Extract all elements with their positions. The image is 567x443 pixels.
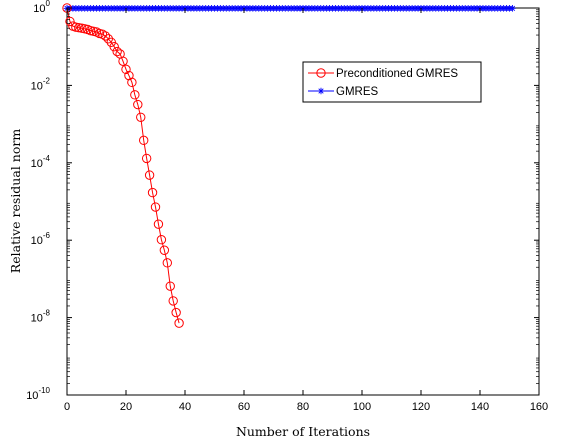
y-tick-label: 100 [33, 0, 50, 15]
legend-marker-circle [316, 68, 326, 78]
x-tick-label: 20 [120, 401, 132, 413]
point-preconditioned-gmres [136, 112, 146, 122]
point-preconditioned-gmres [109, 42, 119, 52]
x-tick-label: 40 [179, 401, 191, 413]
point-preconditioned-gmres [127, 77, 137, 88]
point-preconditioned-gmres [130, 90, 140, 100]
point-preconditioned-gmres [165, 281, 175, 291]
point-preconditioned-gmres [121, 64, 131, 75]
point-preconditioned-gmres [100, 31, 111, 41]
x-tick-label: 80 [297, 401, 309, 413]
point-preconditioned-gmres [162, 258, 173, 268]
point-preconditioned-gmres [147, 187, 158, 198]
legend-label: GMRES [336, 86, 379, 98]
point-preconditioned-gmres [133, 99, 143, 110]
legend: Preconditioned GMRES GMRES [302, 61, 482, 103]
point-preconditioned-gmres [144, 170, 155, 180]
point-preconditioned-gmres [103, 34, 114, 44]
point-preconditioned-gmres [139, 135, 149, 146]
x-tick-label: 60 [238, 401, 250, 413]
point-preconditioned-gmres [174, 318, 184, 328]
point-preconditioned-gmres [118, 56, 128, 66]
x-tick-label: 160 [530, 401, 548, 413]
point-preconditioned-gmres [153, 219, 164, 229]
legend-box [302, 61, 482, 103]
point-preconditioned-gmres [112, 46, 122, 57]
point-gmres [509, 5, 516, 12]
point-preconditioned-gmres [141, 153, 152, 164]
x-tick-label: 100 [353, 401, 371, 413]
y-tick-label: 10-6 [31, 231, 51, 247]
series-layer [62, 3, 516, 328]
y-tick-label: 10-4 [31, 154, 51, 170]
x-tick-label: 120 [412, 401, 430, 413]
point-preconditioned-gmres [150, 202, 161, 212]
point-preconditioned-gmres [65, 16, 75, 27]
y-tick-label: 10-2 [31, 76, 51, 92]
point-preconditioned-gmres [97, 29, 108, 39]
point-preconditioned-gmres [168, 296, 178, 306]
point-preconditioned-gmres [156, 235, 167, 245]
x-tick-label: 0 [64, 401, 70, 413]
y-axis-label: Relative residual norm [8, 129, 23, 274]
legend-label: Preconditioned GMRES [336, 68, 458, 80]
point-preconditioned-gmres [159, 245, 170, 255]
y-tick-label: 10-10 [26, 386, 50, 402]
axis-ticks: 0 20 40 60 80 100 120 140 160 100 10-2 10-4 10-6 10-8… [26, 0, 548, 413]
point-preconditioned-gmres [171, 307, 181, 318]
x-axis-label: Number of Iterations [236, 424, 370, 439]
x-tick-label: 140 [471, 401, 489, 413]
point-preconditioned-gmres [71, 22, 81, 32]
y-tick-label: 10-8 [31, 309, 51, 325]
legend-marker-asterisk [317, 87, 325, 95]
